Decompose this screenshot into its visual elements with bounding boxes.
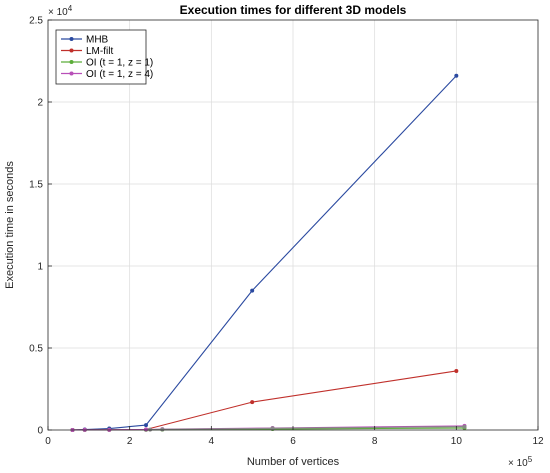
data-point <box>144 423 148 428</box>
data-point <box>270 426 275 431</box>
x-tick-label: 4 <box>209 436 215 447</box>
x-tick-label: 2 <box>127 436 133 447</box>
y-exponent-base: × 10 <box>48 7 68 18</box>
y-tick-label: 2 <box>37 98 43 109</box>
x-exponent-power: 5 <box>528 455 533 464</box>
legend-marker <box>69 37 74 41</box>
series-line <box>150 426 465 431</box>
data-point <box>144 427 148 432</box>
legend-label: OI (t = 1, z = 1) <box>86 58 153 69</box>
data-point <box>250 400 255 405</box>
y-tick-label: 2.5 <box>29 16 43 27</box>
legend-marker <box>69 60 74 64</box>
x-axis-label: Number of vertices <box>247 456 340 468</box>
y-tick-label: 1 <box>37 262 43 273</box>
y-tick-label: 0.5 <box>29 344 43 355</box>
data-point <box>454 368 459 373</box>
legend-marker <box>69 71 74 76</box>
x-tick-label: 6 <box>290 436 296 447</box>
x-tick-label: 10 <box>451 436 463 447</box>
legend-marker <box>69 48 74 53</box>
x-tick-label: 0 <box>45 436 51 447</box>
y-exponent-label: × 104 <box>48 4 73 18</box>
grid <box>48 20 538 430</box>
y-ticks: 0 0.5 1 1.5 2 2.5 <box>29 16 52 437</box>
legend-item: LM-filt <box>61 46 113 57</box>
x-exponent-base: × 10 <box>508 458 528 469</box>
data-point <box>160 427 165 432</box>
data-point <box>454 73 459 78</box>
y-axis-label: Execution time in seconds <box>4 161 16 289</box>
y-tick-label: 1.5 <box>29 180 43 191</box>
data-point <box>250 288 255 293</box>
y-exponent-power: 4 <box>68 4 73 13</box>
legend-label: OI (t = 1, z = 4) <box>86 69 153 80</box>
legend-item: MHB <box>61 35 109 46</box>
chart-title: Execution times for different 3D models <box>180 3 407 17</box>
data-point <box>462 424 467 429</box>
legend-item: OI (t = 1, z = 1) <box>61 58 153 69</box>
legend-label: MHB <box>86 35 109 46</box>
x-tick-label: 12 <box>532 436 544 447</box>
y-tick-label: 0 <box>37 426 43 437</box>
x-tick-label: 8 <box>372 436 378 447</box>
legend-item: OI (t = 1, z = 4) <box>61 69 153 80</box>
x-exponent-label: × 105 <box>508 455 533 469</box>
legend-label: LM-filt <box>86 46 113 57</box>
x-ticks: 0 2 4 6 8 10 12 <box>45 426 544 447</box>
